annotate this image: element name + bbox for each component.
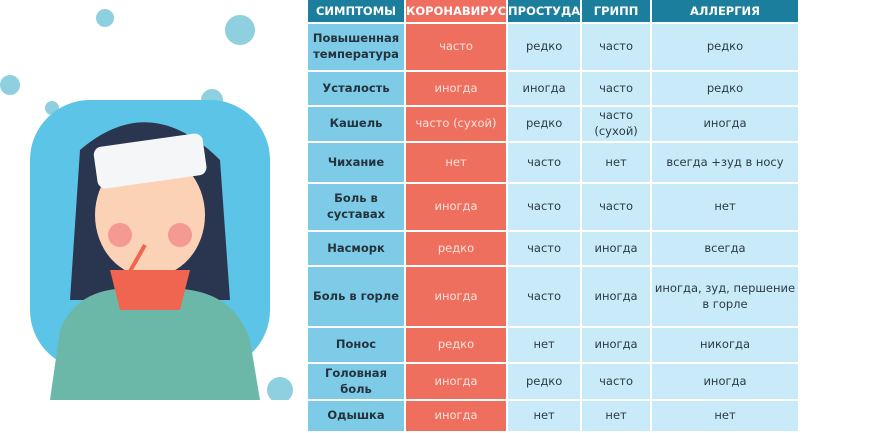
table-row: Кашель часто (сухой) редко часто (сухой) ино…: [308, 107, 798, 141]
cell-allergy: всегда: [651, 232, 798, 265]
cell-allergy: всегда +зуд в носу: [651, 143, 798, 182]
table-row: Понос редко нет иногда никогда: [308, 328, 798, 362]
sick-girl-illustration: [0, 9, 293, 400]
cell-flu: нет: [582, 143, 650, 182]
cell-cold: иногда: [508, 72, 581, 105]
cell-flu: часто (сухой): [582, 107, 650, 141]
cell-cold: нет: [508, 328, 581, 362]
cell-symptoms: Понос: [308, 328, 404, 362]
cell-cold: редко: [508, 107, 581, 141]
cell-coronavirus: иногда: [406, 267, 507, 326]
cell-coronavirus: иногда: [406, 72, 507, 105]
cell-flu: часто: [582, 184, 650, 230]
cell-symptoms: Чихание: [308, 143, 404, 182]
cell-coronavirus: иногда: [406, 364, 507, 399]
cell-flu: иногда: [582, 328, 650, 362]
table-row: Боль в суставах иногда часто часто нет: [308, 184, 798, 230]
cell-coronavirus: редко: [406, 328, 507, 362]
cell-symptoms: Повышенная температура: [308, 24, 404, 70]
cell-cold: часто: [508, 267, 581, 326]
table-row: Одышка иногда нет нет нет: [308, 401, 798, 431]
cell-coronavirus: иногда: [406, 401, 507, 431]
cell-allergy: нет: [651, 184, 798, 230]
cell-coronavirus: нет: [406, 143, 507, 182]
cell-allergy: иногда: [651, 364, 798, 399]
table-row: Боль в горле иногда часто иногда иногда, зуд…: [308, 267, 798, 326]
cell-symptoms: Боль в суставах: [308, 184, 404, 230]
header-symptoms: СИМПТОМЫ: [308, 0, 404, 22]
header-allergy: АЛЛЕРГИЯ: [651, 0, 798, 22]
symptoms-table: СИМПТОМЫ КОРОНАВИРУС ПРОСТУДА ГРИПП АЛЛЕРГИЯ…: [306, 0, 800, 433]
cell-symptoms: Головная боль: [308, 364, 404, 399]
cell-cold: часто: [508, 232, 581, 265]
cell-allergy: нет: [651, 401, 798, 431]
cell-allergy: редко: [651, 72, 798, 105]
cell-cold: часто: [508, 184, 581, 230]
cell-flu: часто: [582, 72, 650, 105]
table-row: Головная боль иногда редко часто иногда: [308, 364, 798, 399]
cell-allergy: никогда: [651, 328, 798, 362]
cell-symptoms: Насморк: [308, 232, 404, 265]
cell-flu: часто: [582, 364, 650, 399]
table-row: Усталость иногда иногда часто редко: [308, 72, 798, 105]
cell-symptoms: Усталость: [308, 72, 404, 105]
cell-flu: нет: [582, 401, 650, 431]
header-cold: ПРОСТУДА: [508, 0, 581, 22]
cell-symptoms: Кашель: [308, 107, 404, 141]
table-row: Чихание нет часто нет всегда +зуд в носу: [308, 143, 798, 182]
cell-allergy: иногда: [651, 107, 798, 141]
cell-coronavirus: редко: [406, 232, 507, 265]
table-row: Насморк редко часто иногда всегда: [308, 232, 798, 265]
header-coronavirus: КОРОНАВИРУС: [406, 0, 507, 22]
cell-symptoms: Одышка: [308, 401, 404, 431]
cell-cold: редко: [508, 24, 581, 70]
cell-cold: нет: [508, 401, 581, 431]
cell-cold: редко: [508, 364, 581, 399]
cell-coronavirus: часто: [406, 24, 507, 70]
cell-cold: часто: [508, 143, 581, 182]
cell-flu: иногда: [582, 232, 650, 265]
cell-symptoms: Боль в горле: [308, 267, 404, 326]
cell-flu: часто: [582, 24, 650, 70]
cell-coronavirus: часто (сухой): [406, 107, 507, 141]
cell-allergy: иногда, зуд, першение в горле: [651, 267, 798, 326]
cell-coronavirus: иногда: [406, 184, 507, 230]
cell-flu: иногда: [582, 267, 650, 326]
table-row: Повышенная температура часто редко часто ред…: [308, 24, 798, 70]
cell-allergy: редко: [651, 24, 798, 70]
header-flu: ГРИПП: [582, 0, 650, 22]
